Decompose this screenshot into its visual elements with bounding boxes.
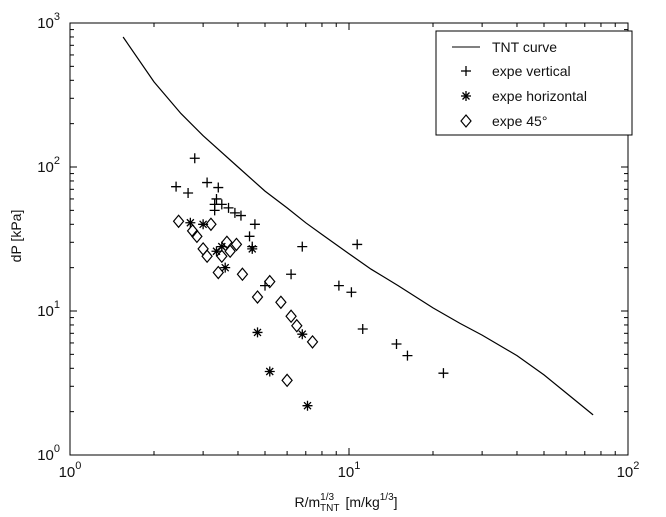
x-tick-base: 10 xyxy=(59,464,76,481)
x-tick-base: 10 xyxy=(617,464,634,481)
y-tick-label: 103 xyxy=(37,11,60,32)
x-tick-label: 101 xyxy=(338,460,361,481)
data-point-expe-horizontal xyxy=(297,329,307,339)
x-axis-label: R/m1/3 TNT [m/kg1/3] xyxy=(294,492,397,514)
x-tick-exp: 2 xyxy=(633,460,639,472)
x-tick-exp: 0 xyxy=(75,460,81,472)
y-tick-exp: 0 xyxy=(54,443,60,455)
y-tick-exp: 1 xyxy=(54,299,60,311)
y-tick-base: 10 xyxy=(37,15,54,32)
y-tick-base: 10 xyxy=(37,159,54,176)
x-axis-label-units-close: ] xyxy=(394,494,398,510)
y-tick-label: 101 xyxy=(37,299,60,320)
y-tick-label: 100 xyxy=(37,443,60,464)
data-point-expe-horizontal xyxy=(303,401,313,411)
x-axis-label-sup: 1/3 xyxy=(320,492,334,503)
x-axis-label-units-sup: 1/3 xyxy=(380,492,394,503)
x-tick-exp: 1 xyxy=(354,460,360,472)
legend-label-expe-45: expe 45° xyxy=(492,113,547,129)
x-axis-label-units-open: [m/kg xyxy=(346,494,380,510)
data-point-expe-horizontal xyxy=(265,367,275,377)
x-tick-label: 100 xyxy=(59,460,82,481)
legend-label-tnt-curve: TNT curve xyxy=(492,39,557,55)
x-tick-base: 10 xyxy=(338,464,355,481)
y-axis-label: dP [kPa] xyxy=(8,210,24,263)
data-point-expe-horizontal xyxy=(253,327,263,337)
x-tick-label: 102 xyxy=(617,460,640,481)
y-tick-exp: 2 xyxy=(54,155,60,167)
x-axis-label-sub: TNT xyxy=(320,503,339,514)
data-point-expe-horizontal xyxy=(247,244,257,254)
y-tick-base: 10 xyxy=(37,447,54,464)
y-tick-exp: 3 xyxy=(54,11,60,23)
legend-label-expe-horizontal: expe horizontal xyxy=(492,88,587,104)
y-tick-label: 102 xyxy=(37,155,60,176)
y-tick-base: 10 xyxy=(37,303,54,320)
legend: TNT curve expe vertical expe horizontal … xyxy=(436,31,632,135)
legend-swatch-expe-horizontal xyxy=(461,91,471,101)
legend-label-expe-vertical: expe vertical xyxy=(492,63,571,79)
x-axis-label-main: R/m xyxy=(294,494,320,510)
